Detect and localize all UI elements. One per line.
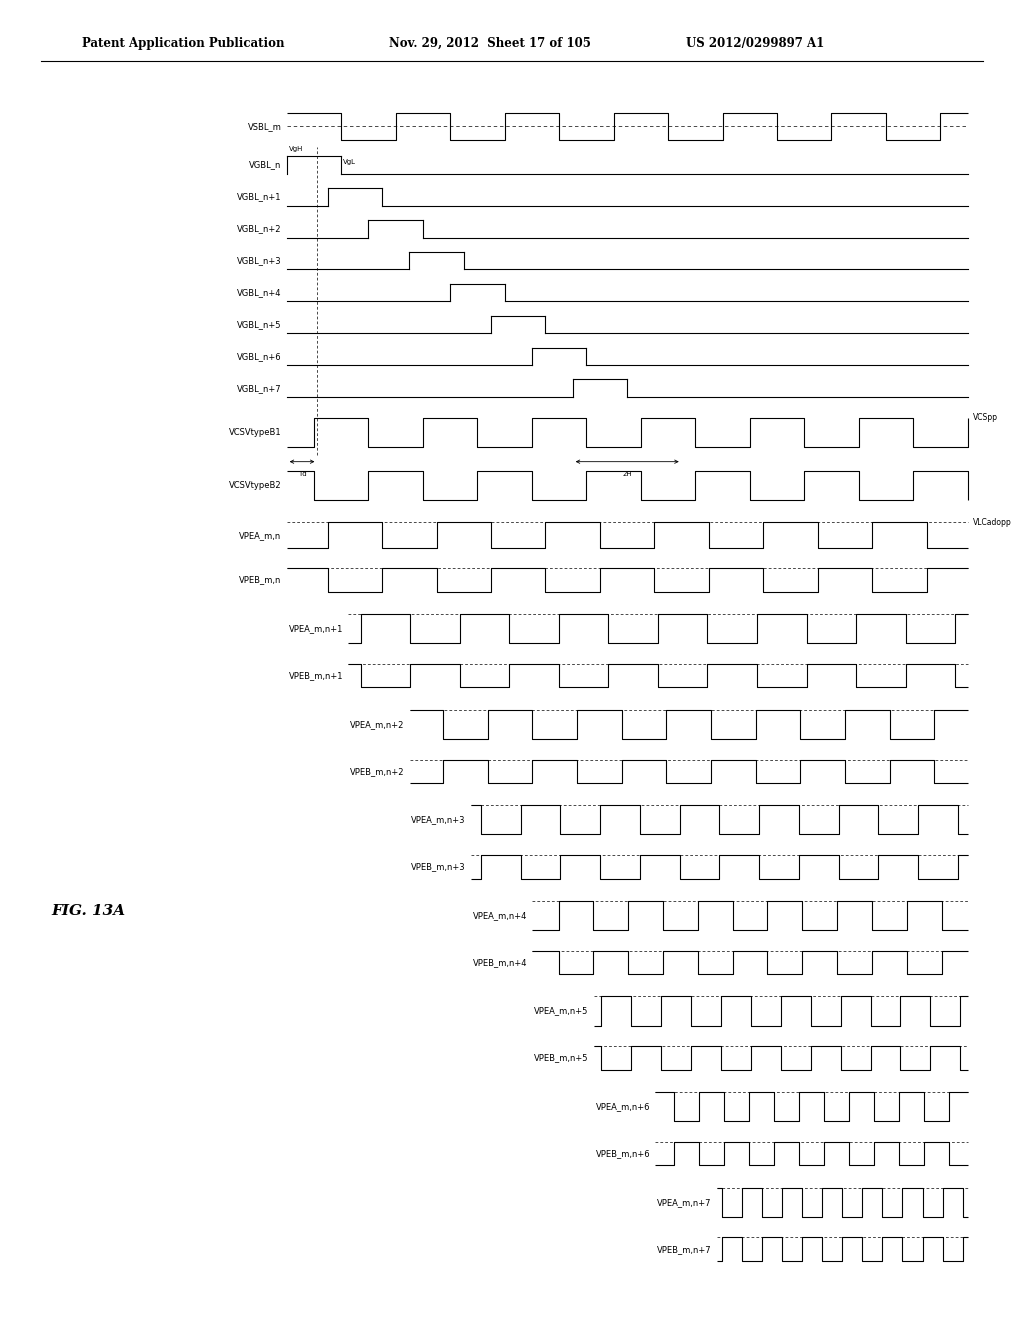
Text: VGBL_n+2: VGBL_n+2 bbox=[238, 224, 282, 234]
Text: VPEB_m,n+7: VPEB_m,n+7 bbox=[657, 1245, 712, 1254]
Text: VPEB_m,n+1: VPEB_m,n+1 bbox=[289, 671, 343, 680]
Text: VPEA_m,n+2: VPEA_m,n+2 bbox=[350, 719, 404, 729]
Text: US 2012/0299897 A1: US 2012/0299897 A1 bbox=[686, 37, 824, 50]
Text: VPEA_m,n+7: VPEA_m,n+7 bbox=[657, 1197, 712, 1206]
Text: VgH: VgH bbox=[289, 147, 303, 152]
Text: VPEB_m,n+6: VPEB_m,n+6 bbox=[596, 1150, 650, 1158]
Text: VPEA_m,n+5: VPEA_m,n+5 bbox=[535, 1006, 589, 1015]
Text: VGBL_n+6: VGBL_n+6 bbox=[237, 351, 282, 360]
Text: VGBL_n+7: VGBL_n+7 bbox=[237, 384, 282, 392]
Text: VCSVtypeB1: VCSVtypeB1 bbox=[229, 428, 282, 437]
Text: VLCadopp: VLCadopp bbox=[973, 517, 1012, 527]
Text: VPEA_m,n+3: VPEA_m,n+3 bbox=[412, 816, 466, 824]
Text: VPEA_m,n+4: VPEA_m,n+4 bbox=[473, 911, 527, 920]
Text: VPEB_m,n: VPEB_m,n bbox=[240, 576, 282, 585]
Text: VSBL_m: VSBL_m bbox=[248, 121, 282, 131]
Text: VPEB_m,n+2: VPEB_m,n+2 bbox=[350, 767, 404, 776]
Text: VPEA_m,n+1: VPEA_m,n+1 bbox=[289, 624, 343, 634]
Text: VGBL_n+3: VGBL_n+3 bbox=[237, 256, 282, 265]
Text: VPEA_m,n+6: VPEA_m,n+6 bbox=[596, 1102, 650, 1111]
Text: VGBL_n+4: VGBL_n+4 bbox=[238, 288, 282, 297]
Text: Nov. 29, 2012  Sheet 17 of 105: Nov. 29, 2012 Sheet 17 of 105 bbox=[389, 37, 591, 50]
Text: VGBL_n+1: VGBL_n+1 bbox=[238, 193, 282, 202]
Text: VGBL_n+5: VGBL_n+5 bbox=[238, 319, 282, 329]
Text: VPEA_m,n: VPEA_m,n bbox=[240, 531, 282, 540]
Text: VCSpp: VCSpp bbox=[973, 413, 997, 422]
Text: 2H: 2H bbox=[623, 471, 632, 477]
Text: VgL: VgL bbox=[343, 158, 356, 165]
Text: VPEB_m,n+3: VPEB_m,n+3 bbox=[412, 862, 466, 871]
Text: VGBL_n: VGBL_n bbox=[249, 161, 282, 169]
Text: VPEB_m,n+5: VPEB_m,n+5 bbox=[535, 1053, 589, 1063]
Text: VPEB_m,n+4: VPEB_m,n+4 bbox=[473, 958, 527, 968]
Text: FIG. 13A: FIG. 13A bbox=[51, 904, 125, 919]
Text: VCSVtypeB2: VCSVtypeB2 bbox=[229, 480, 282, 490]
Text: Patent Application Publication: Patent Application Publication bbox=[82, 37, 285, 50]
Text: Td: Td bbox=[298, 471, 306, 477]
